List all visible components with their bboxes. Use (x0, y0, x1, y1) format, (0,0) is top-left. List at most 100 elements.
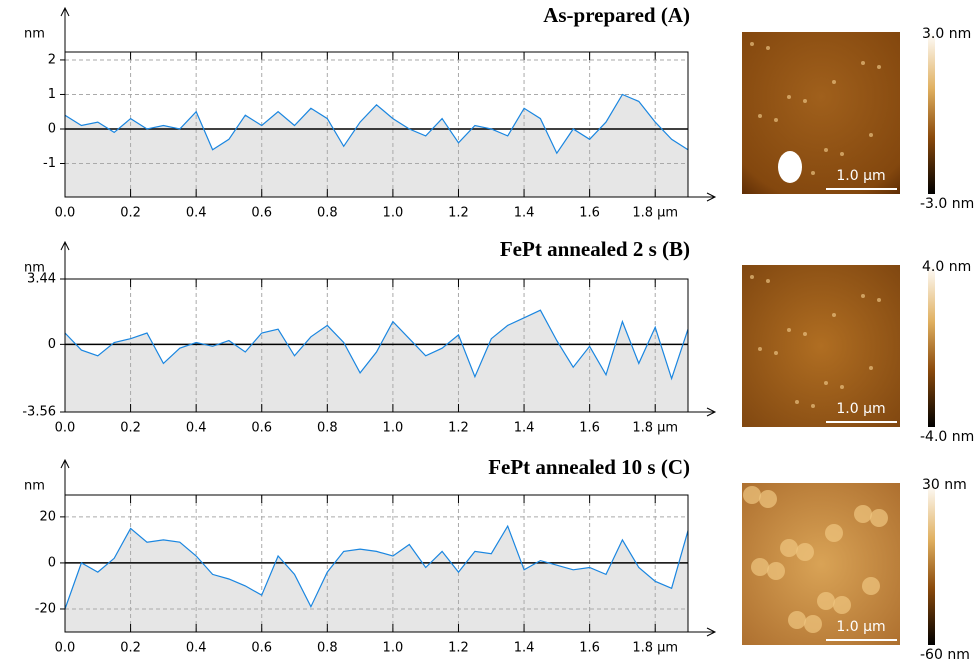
grain (751, 558, 769, 576)
x-tick-label: 1.4 (514, 421, 535, 436)
x-tick-label: 1.0 (383, 421, 404, 436)
colorbar-min: -60 nm (920, 647, 970, 663)
x-tick-label: 0.6 (251, 421, 272, 436)
scale-bar-label: 1.0 µm (836, 401, 885, 417)
x-tick-label: 1.4 (514, 206, 535, 221)
x-tick-label: 0.0 (55, 206, 76, 221)
x-tick-label: 0.2 (120, 641, 141, 656)
afm-image (742, 32, 900, 194)
grain (877, 298, 881, 302)
grain (811, 171, 815, 175)
plot-frame (64, 278, 689, 413)
grain (803, 332, 807, 336)
x-tick-label: 0.6 (251, 206, 272, 221)
grain (817, 592, 835, 610)
x-tick-label: 0.6 (251, 641, 272, 656)
grain (824, 381, 828, 385)
x-axis-arrow (688, 627, 717, 637)
scale-bar-label: 1.0 µm (836, 168, 885, 184)
grain (750, 42, 754, 46)
colorbar-max: 3.0 nm (922, 26, 971, 42)
colorbar (928, 32, 935, 194)
grain (796, 543, 814, 561)
grain (825, 524, 843, 542)
x-tick-label: 1.2 (448, 641, 469, 656)
grain (766, 279, 770, 283)
x-tick-label: 0.2 (120, 206, 141, 221)
x-tick-label: 1.2 (448, 206, 469, 221)
panel-title: FePt annealed 2 s (B) (500, 237, 690, 261)
grain (743, 486, 761, 504)
x-tick-label: 0.8 (317, 206, 338, 221)
grain (833, 596, 851, 614)
grain (832, 313, 836, 317)
panel-title: FePt annealed 10 s (C) (488, 455, 690, 479)
colorbar (928, 483, 935, 645)
x-tick-label: 1.0 (383, 206, 404, 221)
x-tick-label: 1.8 µm (632, 641, 678, 656)
x-axis-arrow (688, 407, 717, 417)
grain (787, 95, 791, 99)
x-tick-label: 0.0 (55, 421, 76, 436)
x-tick-label: 1.4 (514, 641, 535, 656)
y-tick-label: 0 (48, 555, 56, 570)
x-tick-label: 0.4 (186, 641, 207, 656)
grain (811, 404, 815, 408)
x-tick-label: 1.8 µm (632, 421, 678, 436)
grain (774, 351, 778, 355)
grain (780, 539, 798, 557)
afm-image (742, 265, 900, 427)
grain (767, 562, 785, 580)
y-axis-arrow (60, 6, 70, 52)
y-tick-label: 2 (48, 52, 56, 67)
grain (750, 275, 754, 279)
grain (758, 347, 762, 351)
panel-title: As-prepared (A) (543, 3, 690, 27)
grain (861, 294, 865, 298)
area (65, 94, 688, 197)
grain (803, 99, 807, 103)
y-tick-label: 0 (48, 121, 56, 136)
y-axis-arrow (60, 458, 70, 495)
y-unit: nm (24, 261, 45, 276)
y-tick-label: -1 (43, 156, 56, 171)
y-tick-label: 20 (39, 509, 56, 524)
grain (766, 46, 770, 50)
scale-bar-label: 1.0 µm (836, 619, 885, 635)
profile-line (64, 524, 689, 610)
y-tick-label: 3.44 (27, 272, 56, 287)
grain (840, 152, 844, 156)
grain (854, 505, 872, 523)
grain (869, 366, 873, 370)
y-tick-label: -3.56 (22, 405, 56, 420)
colorbar-max: 4.0 nm (922, 259, 971, 275)
feature (778, 151, 802, 183)
grain (759, 490, 777, 508)
grain (869, 133, 873, 137)
grain (788, 611, 806, 629)
x-axis-arrow (688, 192, 717, 202)
grain (840, 385, 844, 389)
profile-line (64, 309, 689, 381)
grain (870, 509, 888, 527)
colorbar-max: 30 nm (922, 477, 967, 493)
y-tick-label: 1 (48, 87, 56, 102)
grain (804, 615, 822, 633)
profile-line (64, 93, 689, 155)
x-tick-label: 1.6 (579, 641, 600, 656)
grain (795, 400, 799, 404)
x-tick-label: 0.2 (120, 421, 141, 436)
y-unit: nm (24, 27, 45, 42)
colorbar-min: -3.0 nm (920, 196, 974, 212)
plot-frame (64, 494, 689, 633)
x-tick-label: 0.4 (186, 421, 207, 436)
x-tick-label: 1.8 µm (632, 206, 678, 221)
colorbar (928, 265, 935, 427)
y-tick-label: -20 (35, 601, 56, 616)
x-tick-label: 1.0 (383, 641, 404, 656)
x-tick-label: 0.4 (186, 206, 207, 221)
grain (787, 328, 791, 332)
x-tick-label: 0.8 (317, 421, 338, 436)
area (65, 526, 688, 632)
